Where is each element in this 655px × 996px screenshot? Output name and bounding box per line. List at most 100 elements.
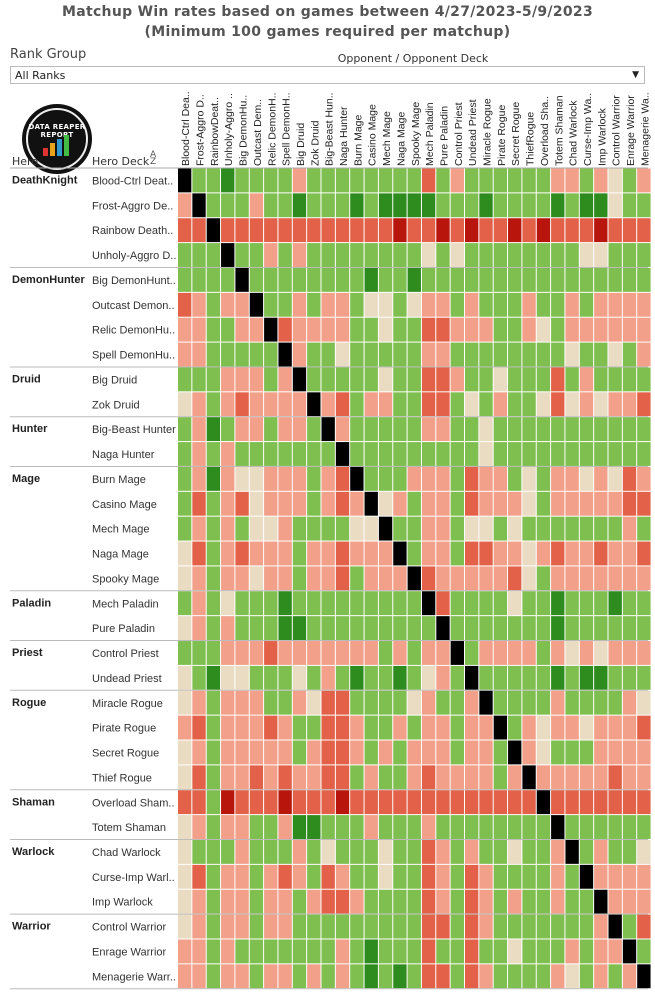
heatmap-cell xyxy=(436,292,450,317)
heatmap-cell xyxy=(407,815,421,839)
column-label: Undead Priest xyxy=(467,99,479,166)
column-label: Frost-Aggro D.. xyxy=(195,94,207,166)
heatmap-cell xyxy=(235,342,249,367)
heatmap-cell xyxy=(479,267,493,292)
heatmap-cell xyxy=(436,939,450,964)
heatmap-cell xyxy=(637,243,651,267)
heatmap-cell xyxy=(637,516,651,541)
heatmap-cell xyxy=(594,392,608,417)
heatmap-cell xyxy=(522,964,536,989)
heatmap-cell xyxy=(249,690,264,715)
heatmap-cell xyxy=(536,765,551,790)
column-label: Relic DemonH.. xyxy=(266,92,278,166)
heatmap-cell xyxy=(278,939,292,964)
heatmap-cell xyxy=(206,193,221,218)
heatmap-cell xyxy=(536,790,551,815)
heatmap-cell xyxy=(321,815,335,839)
heatmap-cell xyxy=(536,864,551,889)
heatmap-cell xyxy=(278,715,292,740)
heatmap-cell xyxy=(278,516,292,541)
heatmap-cell xyxy=(235,715,249,740)
column-label: Big Druid xyxy=(295,123,307,166)
heatmap-cell xyxy=(579,516,594,541)
heatmap-cell xyxy=(608,616,622,641)
heatmap-cell xyxy=(235,367,249,392)
heatmap-cell xyxy=(551,317,565,342)
heatmap-cell xyxy=(235,218,249,243)
heatmap-cell xyxy=(221,765,235,790)
heatmap-cell xyxy=(565,267,579,292)
heatmap-cell xyxy=(249,566,264,591)
heatmap-cell xyxy=(364,491,378,516)
heatmap-cell xyxy=(465,367,479,392)
heatmap-cell xyxy=(378,641,393,665)
heatmap-cell xyxy=(508,243,522,267)
heatmap-cell xyxy=(178,367,192,392)
heatmap-cell xyxy=(551,690,565,715)
heatmap-cell xyxy=(235,417,249,442)
heatmap-cell xyxy=(608,267,622,292)
heatmap-cell xyxy=(493,417,508,442)
heatmap-cell xyxy=(206,765,221,790)
heatmap-cell xyxy=(249,641,264,665)
heatmap-cell xyxy=(378,168,393,193)
heatmap-cell xyxy=(292,317,307,342)
heatmap-cell xyxy=(221,790,235,815)
column-label: Spooky Mage xyxy=(410,102,422,166)
heatmap-cell xyxy=(292,665,307,690)
heatmap-cell xyxy=(522,914,536,939)
heatmap-cell xyxy=(479,342,493,367)
heatmap-cell xyxy=(493,292,508,317)
heatmap-cell xyxy=(192,218,206,243)
heatmap-cell xyxy=(450,491,464,516)
heatmap-cell xyxy=(292,342,307,367)
heatmap-cell xyxy=(565,591,579,616)
heatmap-cell xyxy=(436,342,450,367)
heatmap-cell xyxy=(335,790,350,815)
heatmap-cell xyxy=(565,218,579,243)
heatmap-cell xyxy=(393,566,407,591)
heatmap-cell xyxy=(307,765,321,790)
heatmap-cell xyxy=(206,541,221,566)
heatmap-cell xyxy=(350,541,364,566)
heatmap-cell xyxy=(551,790,565,815)
heatmap-cell xyxy=(407,864,421,889)
heatmap-cell xyxy=(192,790,206,815)
heatmap-cell xyxy=(221,218,235,243)
chart-title: Matchup Win rates based on games between… xyxy=(61,4,593,20)
heatmap-cell xyxy=(551,715,565,740)
heatmap-cell xyxy=(278,442,292,466)
opponent-axis-label: Opponent / Opponent Deck xyxy=(337,52,489,65)
heatmap-cell xyxy=(421,765,436,790)
heatmap-cell xyxy=(450,839,464,864)
heatmap-cell xyxy=(551,243,565,267)
heatmap-cell xyxy=(307,839,321,864)
heatmap-cell xyxy=(522,690,536,715)
heatmap-cell xyxy=(579,342,594,367)
heatmap-cell xyxy=(522,839,536,864)
heatmap-cell xyxy=(378,292,393,317)
heatmap-cell xyxy=(249,541,264,566)
heatmap-cell xyxy=(465,168,479,193)
heatmap-cell xyxy=(594,616,608,641)
heatmap-cell xyxy=(364,616,378,641)
heatmap-cell xyxy=(235,292,249,317)
heatmap-cell xyxy=(421,889,436,914)
heatmap-cell xyxy=(637,665,651,690)
heatmap-cell xyxy=(307,267,321,292)
rank-group-dropdown[interactable]: All Ranks ▼ xyxy=(10,66,645,84)
heatmap-cell xyxy=(307,392,321,417)
heatmap-cell xyxy=(536,641,551,665)
heatmap-cell xyxy=(637,491,651,516)
heatmap-cell xyxy=(192,864,206,889)
row-label: Totem Shaman xyxy=(92,822,166,834)
chart-subtitle: (Minimum 100 games required per matchup) xyxy=(144,24,511,40)
heatmap-cell xyxy=(206,491,221,516)
heatmap-cell xyxy=(249,218,264,243)
heatmap-cell xyxy=(622,317,637,342)
heatmap-cell xyxy=(637,566,651,591)
heatmap-cell xyxy=(249,392,264,417)
heatmap-cell xyxy=(465,491,479,516)
heatmap-cell xyxy=(479,541,493,566)
